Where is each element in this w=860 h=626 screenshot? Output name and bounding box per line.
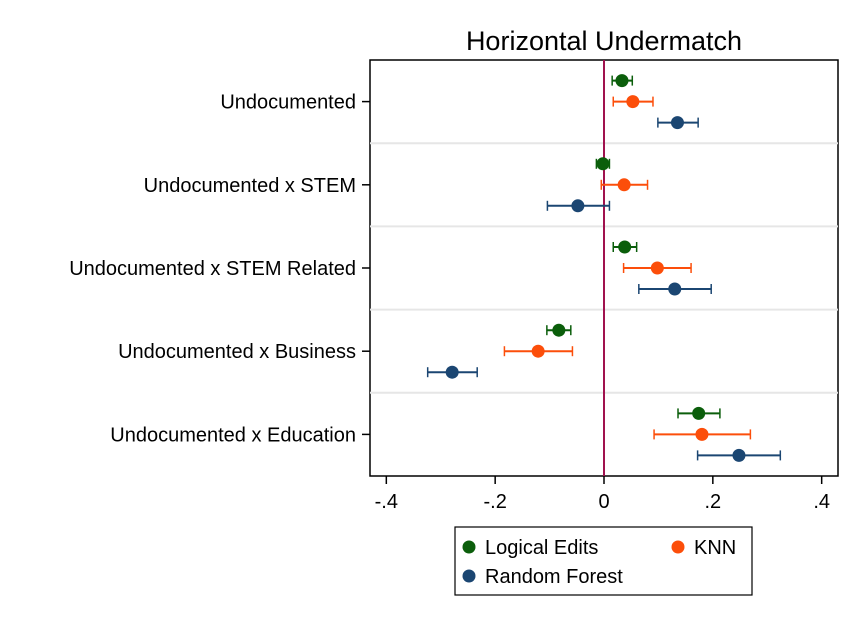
point-estimate (445, 365, 459, 379)
legend-label: Random Forest (485, 566, 623, 588)
category-label: Undocumented x Business (118, 341, 356, 363)
category-label: Undocumented x Education (110, 424, 356, 446)
x-tick-label: .4 (813, 491, 830, 513)
point-estimate (596, 157, 610, 171)
category-label: Undocumented (220, 92, 356, 114)
chart-title: Horizontal Undermatch (466, 26, 742, 56)
legend-box (454, 526, 753, 596)
point-estimate (615, 74, 629, 88)
point-estimate (732, 448, 746, 462)
plot-area: Undocumented Undocumented x STEM Undocumen… (69, 59, 839, 513)
point-estimate (552, 323, 566, 337)
point-estimate (670, 116, 684, 130)
point-estimate (626, 95, 640, 109)
x-tick-label: .2 (704, 491, 721, 513)
legend-marker (462, 569, 476, 583)
point-estimate (650, 261, 664, 275)
category-label: Undocumented x STEM (144, 175, 356, 197)
point-estimate (692, 406, 706, 420)
point-estimate (531, 344, 545, 358)
legend-marker (671, 540, 685, 554)
point-estimate (668, 282, 682, 296)
x-tick-label: -.2 (483, 491, 506, 513)
point-estimate (618, 240, 632, 254)
point-estimate (617, 178, 631, 192)
point-estimate (695, 427, 709, 441)
point-estimate (571, 199, 585, 213)
legend: Logical Edits KNN Random Forest (454, 526, 753, 596)
legend-label: Logical Edits (485, 537, 598, 559)
legend-marker (462, 540, 476, 554)
legend-label: KNN (694, 537, 736, 559)
x-tick-label: -.4 (375, 491, 398, 513)
category-label: Undocumented x STEM Related (69, 258, 356, 280)
x-tick-label: 0 (598, 491, 609, 513)
